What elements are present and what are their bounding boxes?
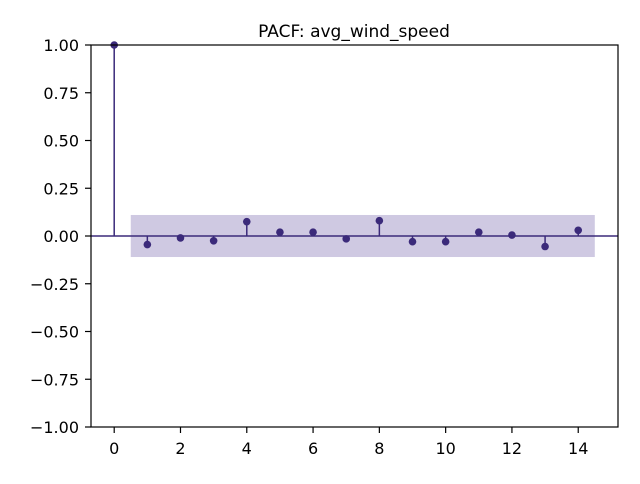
stem-marker bbox=[276, 228, 284, 236]
x-tick-label: 0 bbox=[109, 439, 119, 458]
y-tick-label: 0.00 bbox=[43, 227, 79, 246]
y-tick-label: −0.25 bbox=[30, 275, 79, 294]
stem-marker bbox=[143, 240, 152, 249]
x-tick-label: 8 bbox=[374, 439, 384, 458]
y-tick-label: 1.00 bbox=[43, 36, 79, 55]
y-tick-label: −0.50 bbox=[30, 323, 79, 342]
x-tick-label: 2 bbox=[175, 439, 185, 458]
y-tick-label: 0.50 bbox=[43, 132, 79, 151]
stem-marker bbox=[541, 242, 549, 251]
chart-title: PACF: avg_wind_speed bbox=[258, 22, 450, 42]
x-tick-label: 6 bbox=[308, 439, 318, 458]
stem-marker bbox=[574, 226, 583, 235]
y-tick-label: −0.75 bbox=[30, 370, 79, 389]
x-tick-label: 12 bbox=[502, 439, 522, 458]
x-tick-label: 10 bbox=[435, 439, 455, 458]
stem-marker bbox=[441, 237, 450, 246]
stem-marker bbox=[375, 216, 384, 225]
y-tick-label: 0.25 bbox=[43, 179, 79, 198]
stem-marker bbox=[508, 231, 516, 239]
stem-marker bbox=[474, 228, 483, 236]
x-tick-label: 4 bbox=[242, 439, 252, 458]
stem-marker bbox=[176, 234, 185, 242]
x-tick-label: 14 bbox=[568, 439, 588, 458]
stem-marker bbox=[209, 236, 218, 245]
stem-marker bbox=[309, 228, 317, 236]
stem-marker bbox=[408, 237, 417, 246]
stem-marker bbox=[342, 235, 351, 243]
y-tick-label: −1.00 bbox=[30, 418, 79, 437]
stem-marker bbox=[242, 217, 251, 226]
y-tick-label: 0.75 bbox=[43, 84, 79, 103]
x-ticks-layer: 0 2 4 6 8 10 12 14 bbox=[109, 427, 588, 458]
y-ticks-layer: −1.00 −0.75 −0.50 −0.25 0.00 0.25 0.50 0.75 1.00 bbox=[30, 36, 91, 437]
